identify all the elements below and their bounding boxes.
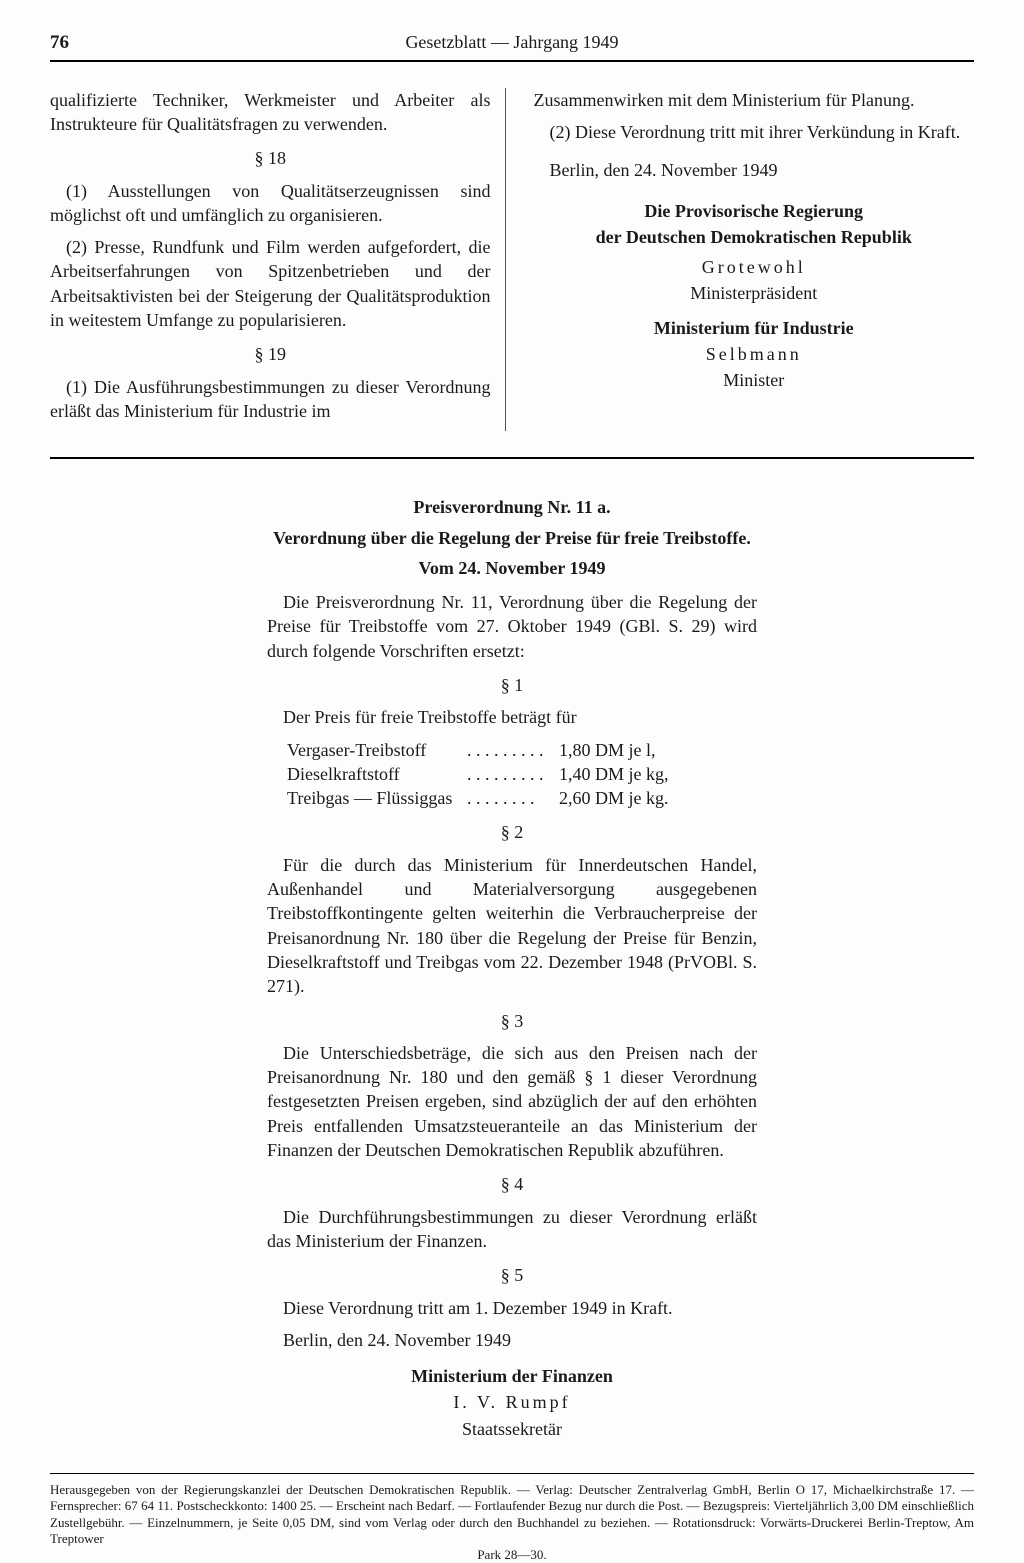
top-two-column-section: qualifizierte Techniker, Werkmeister und…: [50, 88, 974, 460]
section-3-heading: § 3: [267, 1009, 757, 1033]
p19-1: (1) Die Ausführungsbestimmungen zu diese…: [50, 375, 491, 424]
ordinance-date: Vom 24. November 1949: [267, 556, 757, 580]
left-column: qualifizierte Techniker, Werkmeister und…: [50, 88, 506, 432]
p18-1: (1) Ausstellungen von Qualitätserzeugnis…: [50, 179, 491, 228]
imprint-text: Herausgegeben von der Regierungskanzlei …: [50, 1482, 974, 1546]
section-2-heading: § 2: [267, 820, 757, 844]
imprint-text-2: Park 28—30.: [50, 1547, 974, 1563]
sig-role-secretary: Staatssekretär: [267, 1417, 757, 1441]
gov-line-1: Die Provisorische Regierung: [534, 199, 975, 223]
price-row: Treibgas — Flüssiggas . . . . . . . . 2,…: [287, 786, 757, 810]
sig-name-selbmann: Selbmann: [534, 342, 975, 366]
section-1-heading: § 1: [267, 673, 757, 697]
price-value: 1,40 DM je kg,: [547, 762, 669, 786]
sig-role-pm: Ministerpräsident: [534, 281, 975, 305]
continuation-text: Zusammenwirken mit dem Ministerium für P…: [534, 88, 975, 112]
section-18-heading: § 18: [50, 146, 491, 170]
ordinance-title: Preisverordnung Nr. 11 a.: [267, 495, 757, 519]
price-label: Treibgas — Flüssiggas: [287, 786, 467, 810]
s2-text: Für die durch das Ministerium für Innerd…: [267, 853, 757, 999]
ministry-industry: Ministerium für Industrie: [534, 316, 975, 340]
signature-block-top: Die Provisorische Regierung der Deutsche…: [534, 199, 975, 393]
ordinance-intro: Die Preisverordnung Nr. 11, Verordnung ü…: [267, 590, 757, 663]
price-value: 1,80 DM je l,: [547, 738, 656, 762]
price-dots: . . . . . . . .: [467, 786, 547, 810]
signature-block-mid: Ministerium der Finanzen I. V. Rumpf Sta…: [267, 1364, 757, 1441]
p19-2: (2) Diese Verordnung tritt mit ihrer Ver…: [534, 120, 975, 144]
price-label: Dieselkraftstoff: [287, 762, 467, 786]
price-dots: . . . . . . . . . .: [467, 738, 547, 762]
price-row: Dieselkraftstoff . . . . . . . . . . . .…: [287, 762, 757, 786]
section-4-heading: § 4: [267, 1172, 757, 1196]
sig-role-minister: Minister: [534, 368, 975, 392]
s3-text: Die Unterschiedsbeträge, die sich aus de…: [267, 1041, 757, 1162]
ordinance-subtitle: Verordnung über die Regelung der Preise …: [267, 526, 757, 550]
price-label: Vergaser-Treibstoff: [287, 738, 467, 762]
price-dots: . . . . . . . . . . . . .: [467, 762, 547, 786]
sig-name-rumpf: I. V. Rumpf: [267, 1390, 757, 1414]
intro-text: qualifizierte Techniker, Werkmeister und…: [50, 88, 491, 137]
page-header: 76 Gesetzblatt — Jahrgang 1949: [50, 30, 974, 62]
price-value: 2,60 DM je kg.: [547, 786, 669, 810]
gov-line-2: der Deutschen Demokratischen Republik: [534, 225, 975, 249]
price-table: Vergaser-Treibstoff . . . . . . . . . . …: [287, 738, 757, 811]
imprint-footer: Herausgegeben von der Regierungskanzlei …: [50, 1473, 974, 1563]
ministry-finance: Ministerium der Finanzen: [267, 1364, 757, 1388]
p18-2: (2) Presse, Rundfunk und Film werden auf…: [50, 235, 491, 332]
price-row: Vergaser-Treibstoff . . . . . . . . . . …: [287, 738, 757, 762]
price-ordinance-section: Preisverordnung Nr. 11 a. Verordnung übe…: [267, 495, 757, 1441]
page-number: 76: [50, 30, 69, 56]
signature-date: Berlin, den 24. November 1949: [534, 158, 975, 182]
section-5-heading: § 5: [267, 1263, 757, 1287]
s4-text: Die Durchführungsbestimmungen zu dieser …: [267, 1205, 757, 1254]
closing-date: Berlin, den 24. November 1949: [267, 1328, 757, 1352]
right-column: Zusammenwirken mit dem Ministerium für P…: [534, 88, 975, 432]
s1-text: Der Preis für freie Treibstoffe beträgt …: [267, 705, 757, 729]
section-19-heading: § 19: [50, 342, 491, 366]
sig-name-grotewohl: Grotewohl: [534, 255, 975, 279]
s5-text: Diese Verordnung tritt am 1. Dezember 19…: [267, 1296, 757, 1320]
page-title: Gesetzblatt — Jahrgang 1949: [405, 30, 618, 54]
